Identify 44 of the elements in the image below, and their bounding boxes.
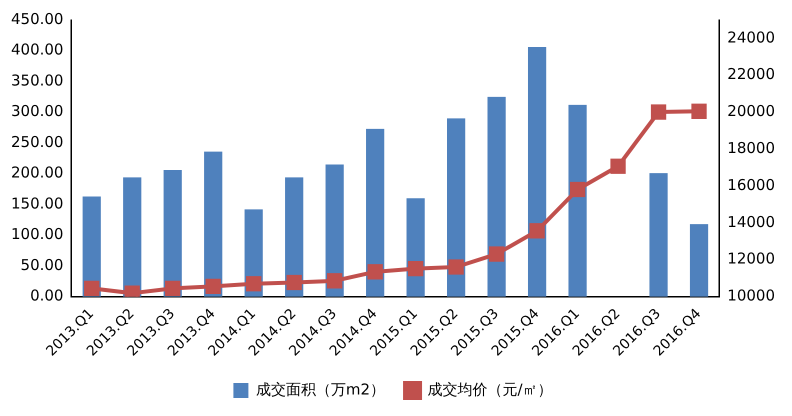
y-tick-label: 400.00 xyxy=(10,40,64,59)
y2-tick-label: 20000 xyxy=(727,102,775,120)
point xyxy=(206,278,221,294)
point xyxy=(570,182,586,198)
y-tick-label: 450.00 xyxy=(10,10,64,28)
y-tick-label: 250.00 xyxy=(10,132,64,151)
y-tick-label: 100.00 xyxy=(10,225,64,244)
point xyxy=(84,280,100,296)
bar xyxy=(204,152,222,297)
point xyxy=(650,104,666,120)
point xyxy=(367,264,383,280)
point xyxy=(326,273,342,288)
y-tick-label: 200.00 xyxy=(10,164,64,182)
bar xyxy=(528,47,546,297)
bar xyxy=(649,173,668,297)
y-tick-label: 350.00 xyxy=(10,71,64,90)
bar xyxy=(123,177,142,297)
point xyxy=(165,280,180,296)
point xyxy=(408,260,424,276)
bar xyxy=(366,128,384,297)
point xyxy=(691,104,707,119)
y2-tick-label: 12000 xyxy=(727,250,775,268)
y2-tick-label: 22000 xyxy=(727,65,775,84)
bar xyxy=(447,118,466,297)
bar xyxy=(568,104,587,297)
y2-tick-label: 14000 xyxy=(727,212,775,231)
point xyxy=(286,274,302,290)
legend-label: 成交面积（万m2） xyxy=(256,380,386,398)
y-tick-label: 300.00 xyxy=(10,102,64,120)
point xyxy=(246,276,262,292)
y-tick-label: 50.00 xyxy=(20,256,64,274)
bar xyxy=(487,96,506,297)
y2-tick-label: 16000 xyxy=(727,176,775,194)
y2-tick-label: 10000 xyxy=(727,286,775,305)
y2-tick-label: 24000 xyxy=(727,28,775,46)
y2-tick-label: 18000 xyxy=(727,139,775,158)
point xyxy=(529,223,545,238)
bar xyxy=(690,224,708,297)
point xyxy=(610,158,626,174)
point xyxy=(448,259,464,275)
legend-label: 成交均价（元/㎡） xyxy=(428,380,553,398)
y-tick-label: 150.00 xyxy=(10,194,64,212)
point xyxy=(488,246,504,262)
y-tick-label: 0.00 xyxy=(30,286,64,305)
